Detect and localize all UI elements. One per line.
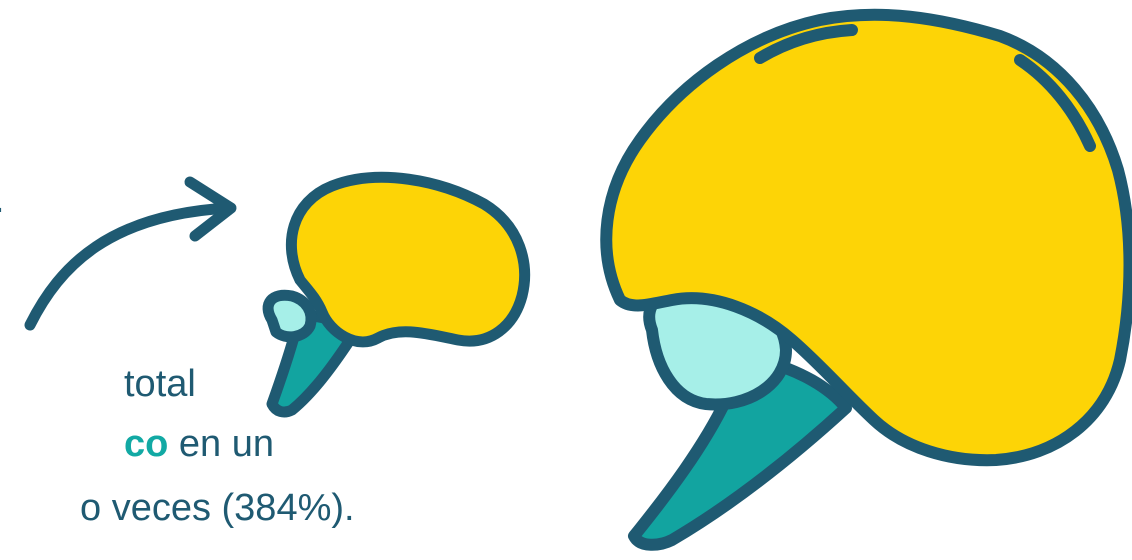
partial-text-line-3: o veces (384%).: [80, 486, 355, 530]
line-2-rest-text: en un: [168, 423, 275, 465]
partial-text-dot: .: [0, 178, 5, 222]
highlight-text: co: [124, 423, 169, 465]
dot-text: .: [0, 179, 5, 221]
curved-arrow-icon: [24, 176, 237, 331]
small-brain-cerebellum: [262, 289, 317, 343]
large-brain-stem: [628, 354, 852, 551]
partial-text-line-2: co en un: [124, 422, 274, 466]
line-1-text: total: [124, 363, 196, 405]
partial-text-line-1: total: [124, 362, 196, 406]
small-brain-cerebrum: [285, 171, 531, 348]
line-3-text: o veces (384%).: [80, 487, 355, 529]
large-brain-cerebrum: [600, 8, 1132, 467]
small-brain-illustration: [262, 171, 531, 418]
large-brain-illustration: [600, 8, 1132, 551]
